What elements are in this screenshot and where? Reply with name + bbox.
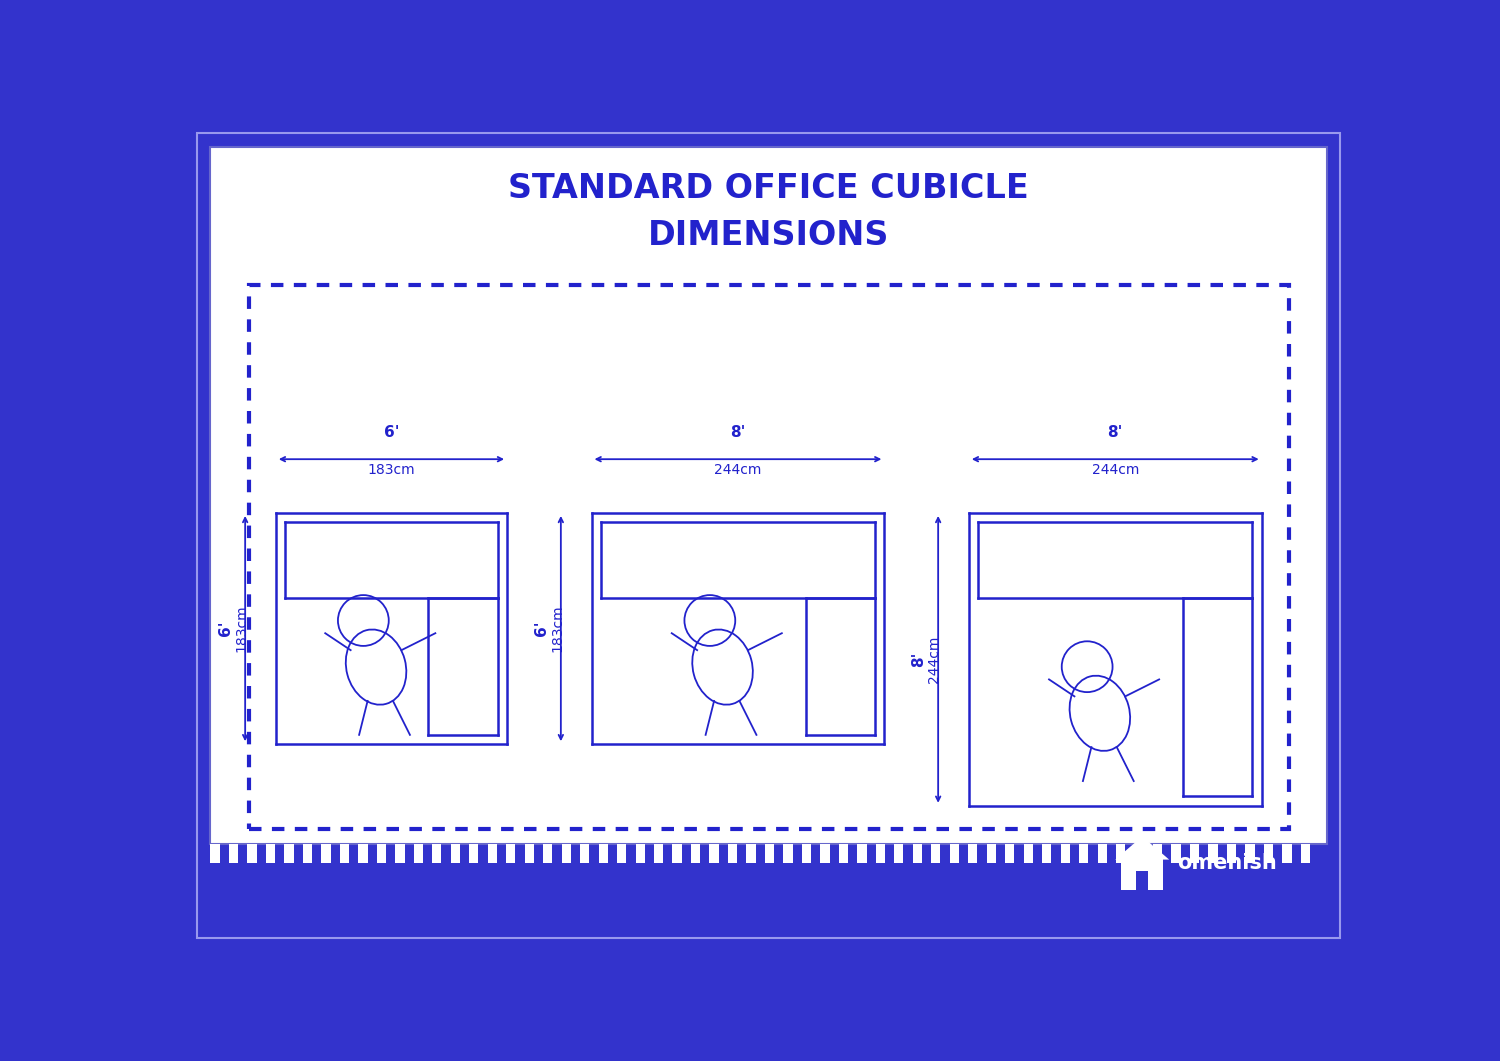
Text: DIMENSIONS: DIMENSIONS [648,219,890,251]
Bar [450,845,460,864]
Bar [1227,845,1236,864]
Text: 244cm: 244cm [927,636,942,683]
Bar [616,845,627,864]
Bar [912,845,922,864]
Bar [876,845,885,864]
Bar [968,845,978,864]
Bar [598,845,608,864]
Bar [1136,871,1149,890]
Bar [1134,845,1143,864]
Bar [1190,845,1198,864]
Bar [561,845,572,864]
Text: 244cm: 244cm [1092,463,1138,477]
Bar [1042,845,1052,864]
Bar [636,845,645,864]
Bar [672,845,681,864]
Bar [747,845,756,864]
Bar [1116,845,1125,864]
Bar [210,845,219,864]
Bar [1154,845,1162,864]
Text: STANDARD OFFICE CUBICLE: STANDARD OFFICE CUBICLE [509,173,1029,206]
Bar [858,845,867,864]
Bar [525,845,534,864]
Polygon shape [1114,836,1168,859]
Bar [1005,845,1014,864]
Bar [1122,858,1162,890]
Text: 183cm: 183cm [234,605,249,653]
Bar [987,845,996,864]
Bar [950,845,958,864]
Bar [839,845,848,864]
Bar [1209,845,1218,864]
Bar [432,845,441,864]
Text: 6': 6' [384,425,399,440]
Text: omenish: omenish [1178,853,1276,873]
Text: 8': 8' [912,651,927,667]
Bar [210,146,1328,845]
Bar [488,845,496,864]
Text: 6': 6' [534,621,549,637]
Bar [1282,845,1292,864]
Bar [1245,845,1254,864]
Bar [802,845,812,864]
Bar [230,845,238,864]
Bar [783,845,792,864]
Bar [654,845,663,864]
Bar [765,845,774,864]
Bar [1172,845,1180,864]
Bar [414,845,423,864]
Bar [580,845,590,864]
Text: 6': 6' [219,621,234,637]
Text: 244cm: 244cm [714,463,762,477]
Bar [249,285,1288,829]
Bar [728,845,736,864]
Bar [303,845,312,864]
Bar [1098,845,1107,864]
Bar [470,845,478,864]
Bar [1060,845,1070,864]
Bar [692,845,700,864]
Bar [821,845,830,864]
Bar [1264,845,1274,864]
Bar [396,845,405,864]
Bar [1078,845,1089,864]
Bar [210,146,1328,845]
Bar [1023,845,1034,864]
Bar [340,845,350,864]
Bar [932,845,940,864]
Bar [710,845,718,864]
Bar [266,845,274,864]
Bar [358,845,368,864]
Text: 183cm: 183cm [550,605,564,653]
Bar [1300,845,1310,864]
Bar [321,845,330,864]
Bar [285,845,294,864]
Bar [543,845,552,864]
Bar [248,845,256,864]
Text: 183cm: 183cm [368,463,416,477]
Bar [376,845,386,864]
Text: 8': 8' [1107,425,1124,440]
Bar [506,845,516,864]
Text: 8': 8' [730,425,746,440]
Bar [894,845,903,864]
